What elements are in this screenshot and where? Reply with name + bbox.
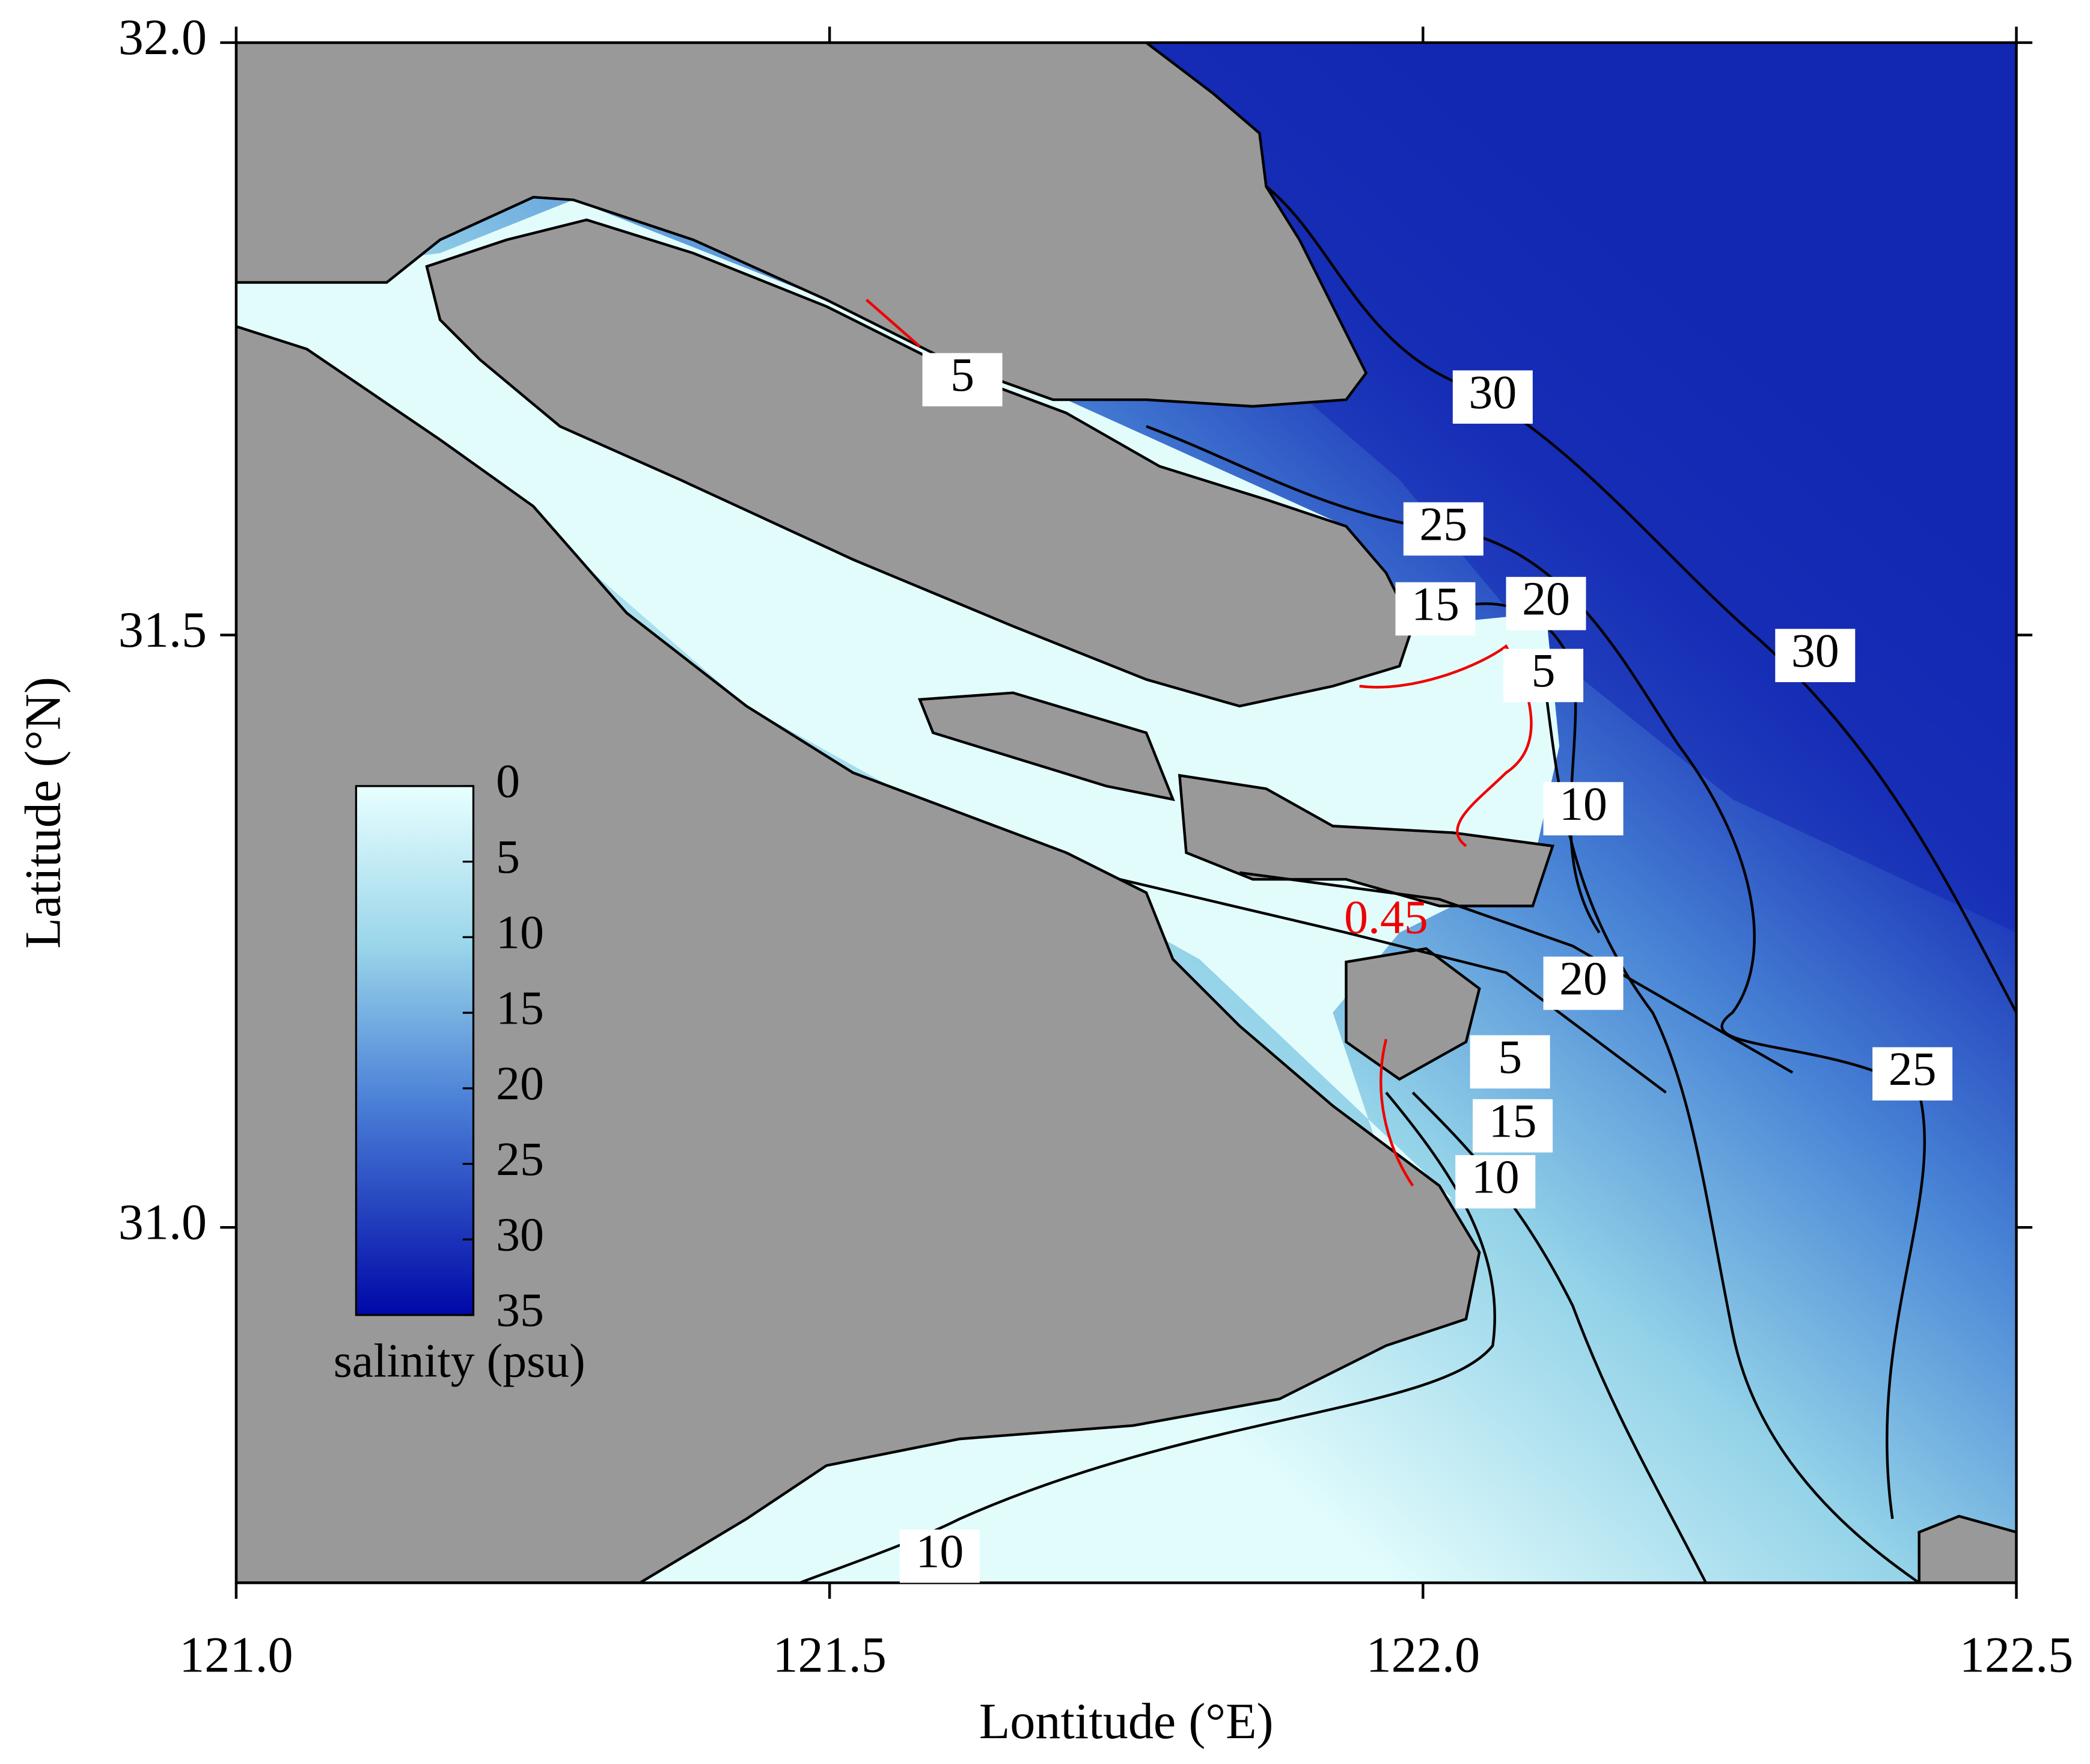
contour-label: 15 <box>1411 578 1459 630</box>
label-box <box>1506 576 1586 630</box>
x-axis-title: Lontitude (°E) <box>979 1694 1274 1750</box>
threshold-contour <box>865 299 1533 1187</box>
label-box <box>922 353 1003 407</box>
x-tick-label: 122.0 <box>1366 1627 1480 1683</box>
contour-label: 20 <box>1559 952 1607 1005</box>
contour-label: 10 <box>1471 1151 1520 1204</box>
x-tick-label: 122.5 <box>1960 1627 2074 1683</box>
map-area <box>236 42 2017 1583</box>
island <box>1917 1515 2017 1583</box>
jiuduansha-shoal <box>1345 947 1481 1081</box>
contour-label: 15 <box>1489 1094 1537 1147</box>
y-tick-label: 31.0 <box>118 1194 207 1250</box>
island <box>917 691 1175 802</box>
contour-label: 20 <box>1522 573 1570 626</box>
contour-label: 25 <box>1419 498 1467 551</box>
changxing-island <box>1178 774 1555 908</box>
x-tick-label: 121.0 <box>179 1627 293 1683</box>
y-tick-label: 32.0 <box>118 10 207 66</box>
colorbar-tick-label: 25 <box>496 1133 544 1186</box>
colorbar <box>355 785 475 1316</box>
label-box <box>1452 370 1533 424</box>
label-box <box>1403 502 1483 556</box>
colorbar-tick-label: 5 <box>496 831 520 884</box>
colorbar-tick-label: 10 <box>496 906 544 959</box>
y-tick-label: 31.5 <box>118 602 207 658</box>
contour-lines <box>799 185 2017 1583</box>
north-bank <box>236 42 1368 408</box>
x-tick-label: 121.5 <box>772 1627 887 1683</box>
contour-label: 0.45 <box>1344 891 1428 944</box>
label-box <box>1470 1035 1550 1089</box>
south-bank <box>236 325 1481 1583</box>
label-box <box>1872 1047 1953 1101</box>
land <box>236 42 2017 1583</box>
label-box <box>1775 629 1856 682</box>
colorbar-label: salinity (psu) <box>334 1334 585 1387</box>
label-box <box>899 1529 980 1583</box>
contour-label: 30 <box>1791 624 1839 677</box>
estuary-water <box>236 200 1560 1200</box>
label-box <box>1473 1099 1553 1153</box>
colorbar-tick-label: 35 <box>496 1284 544 1337</box>
colorbar-tick-label: 30 <box>496 1209 544 1262</box>
contour-label: 10 <box>1559 778 1607 831</box>
contour-label: 5 <box>1532 644 1556 697</box>
contour-label: 5 <box>1498 1031 1522 1084</box>
label-box <box>1543 956 1624 1010</box>
contour-label: 30 <box>1468 366 1517 419</box>
contour-label: 10 <box>915 1525 964 1578</box>
label-box <box>1455 1155 1536 1209</box>
plot-frame <box>234 41 2018 1584</box>
colorbar-tick-label: 20 <box>496 1057 544 1110</box>
label-box <box>1503 649 1584 703</box>
contour-label: 5 <box>950 349 974 401</box>
colorbar-tick-label: 15 <box>496 981 544 1034</box>
y-axis-title: Latitude (°N) <box>16 677 72 948</box>
label-box <box>1543 782 1624 835</box>
contour-label: 25 <box>1889 1043 1937 1096</box>
colorbar-tick-label: 0 <box>496 755 520 808</box>
label-box <box>1395 582 1476 636</box>
